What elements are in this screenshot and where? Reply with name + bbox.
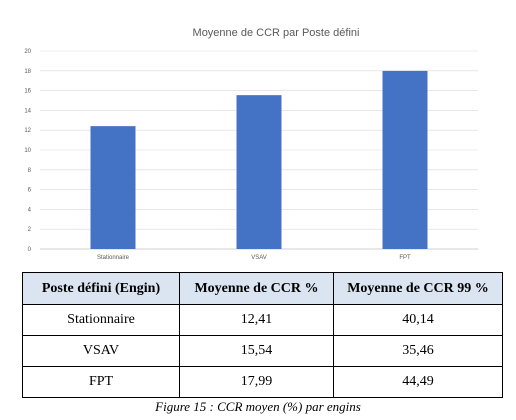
data-table: Poste défini (Engin) Moyenne de CCR % Mo… — [22, 272, 503, 398]
y-tick-label: 16 — [24, 89, 31, 95]
cell-ccr-99: 35,46 — [333, 335, 503, 367]
y-tick-label: 14 — [24, 108, 31, 114]
table-row: VSAV 15,54 35,46 — [22, 335, 503, 367]
x-tick-label: Stationnaire — [97, 255, 130, 261]
axis-labels: 0 2 4 6 8 10 12 14 16 18 20 Stationnaire VSAV FPT — [24, 49, 411, 261]
x-tick-label: FPT — [399, 255, 411, 261]
y-tick-label: 18 — [24, 69, 31, 75]
header-poste: Poste défini (Engin) — [22, 272, 180, 305]
bars — [90, 70, 428, 250]
cell-ccr-99: 40,14 — [333, 304, 503, 336]
header-ccr: Moyenne de CCR % — [179, 272, 334, 305]
chart-svg: Moyenne de CCR par Poste défini 0 2 4 6 8 10 1… — [24, 27, 478, 261]
y-tick-label: 0 — [28, 247, 32, 253]
y-tick-label: 6 — [28, 188, 32, 194]
bar-vsav — [236, 95, 282, 250]
figure-caption: Figure 15 : CCR moyen (%) par engins — [155, 399, 361, 414]
bar-fpt — [382, 70, 428, 249]
cell-poste: Stationnaire — [22, 304, 180, 336]
cell-poste: VSAV — [22, 335, 180, 367]
bar-chart: Moyenne de CCR par Poste défini 0 2 4 6 8 10 1… — [24, 27, 478, 261]
bar-stationnaire — [90, 126, 136, 249]
header-ccr-99: Moyenne de CCR 99 % — [333, 272, 503, 305]
cell-ccr: 17,99 — [179, 366, 334, 398]
table-row: FPT 17,99 44,49 — [22, 366, 503, 398]
table-header-row: Poste défini (Engin) Moyenne de CCR % Mo… — [22, 272, 503, 305]
table-row: Stationnaire 12,41 40,14 — [22, 304, 503, 336]
y-tick-label: 8 — [28, 168, 32, 174]
y-tick-label: 12 — [24, 128, 31, 134]
cell-ccr-99: 44,49 — [333, 366, 503, 398]
x-tick-label: VSAV — [251, 255, 267, 261]
y-tick-label: 2 — [28, 227, 32, 233]
y-tick-label: 4 — [28, 207, 32, 213]
y-tick-label: 20 — [24, 49, 31, 55]
cell-ccr: 15,54 — [179, 335, 334, 367]
cell-ccr: 12,41 — [179, 304, 334, 336]
y-tick-label: 10 — [24, 148, 31, 154]
chart-title: Moyenne de CCR par Poste défini — [193, 27, 360, 39]
cell-poste: FPT — [22, 366, 180, 398]
